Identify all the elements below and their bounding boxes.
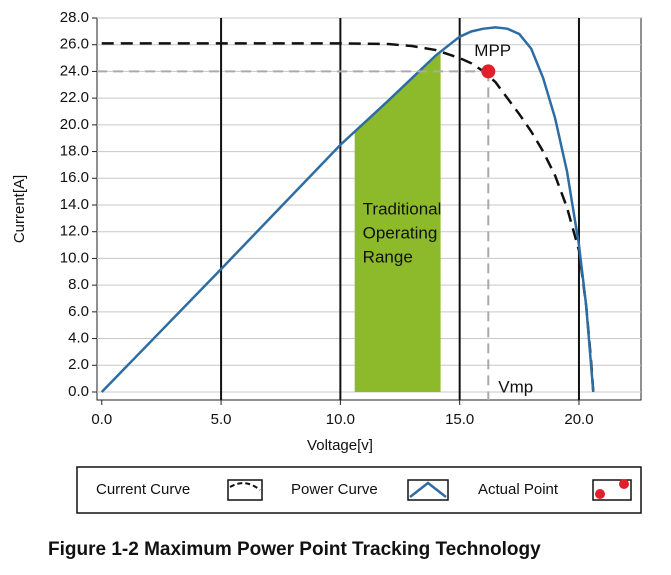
legend-box: [76, 466, 642, 514]
x-tick-label: 5.0: [211, 411, 232, 428]
y-tick-label: 28.0: [60, 9, 89, 26]
legend-icon: [227, 479, 263, 501]
vmp-label: Vmp: [498, 377, 533, 396]
legend-icon: [592, 479, 632, 501]
legend-label: Actual Point: [478, 481, 559, 498]
y-tick-label: 20.0: [60, 116, 89, 133]
range-label: Operating: [363, 223, 438, 242]
y-tick-label: 12.0: [60, 223, 89, 240]
legend-label: Power Curve: [291, 481, 378, 498]
range-label: Traditional: [363, 199, 442, 218]
y-tick-label: 2.0: [68, 356, 89, 373]
legend-icon: [229, 482, 261, 491]
y-tick-label: 14.0: [60, 196, 89, 213]
legend-label: Current Curve: [96, 481, 190, 498]
x-tick-label: 15.0: [445, 411, 474, 428]
legend-icon: [619, 479, 629, 489]
y-tick-label: 24.0: [60, 62, 89, 79]
legend-icon: [409, 481, 447, 498]
legend-icon: [595, 489, 605, 499]
mpp-label: MPP: [474, 41, 511, 60]
y-tick-label: 18.0: [60, 143, 89, 160]
y-axis-label: Current[A]: [11, 175, 28, 243]
y-tick-label: 0.0: [68, 383, 89, 400]
x-axis-label: Voltage[v]: [307, 437, 373, 454]
series-line: [101, 42, 595, 393]
x-tick-label: 20.0: [564, 411, 593, 428]
range-label: Range: [363, 247, 413, 266]
y-tick-label: 6.0: [68, 303, 89, 320]
x-tick-label: 10.0: [326, 411, 355, 428]
y-tick-label: 16.0: [60, 169, 89, 186]
caption: Figure 1-2 Maximum Power Point Tracking …: [48, 539, 541, 560]
y-tick-label: 4.0: [68, 330, 89, 347]
x-tick-label: 0.0: [91, 411, 112, 428]
y-tick-label: 10.0: [60, 249, 89, 266]
y-tick-label: 8.0: [68, 276, 89, 293]
y-tick-label: 26.0: [60, 36, 89, 53]
y-tick-label: 22.0: [60, 89, 89, 106]
mpp-point: [481, 64, 496, 79]
legend-icon: [407, 479, 449, 501]
series-line: [100, 26, 595, 393]
operating-range: [354, 51, 441, 392]
